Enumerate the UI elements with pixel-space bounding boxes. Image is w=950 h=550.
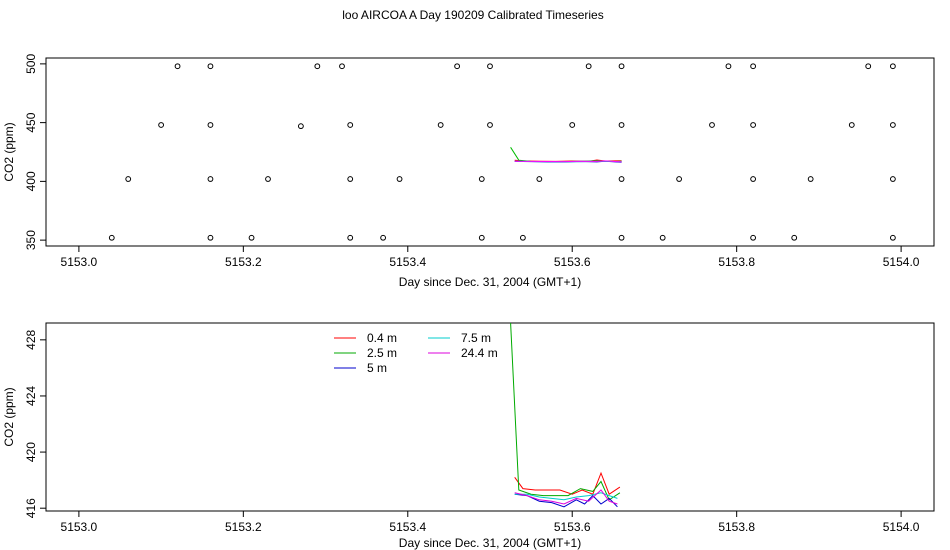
scatter-point bbox=[339, 63, 345, 70]
scatter-point bbox=[536, 176, 543, 182]
bottom-y-tick-label: 420 bbox=[24, 442, 38, 462]
scatter-point bbox=[396, 176, 403, 182]
scatter-point bbox=[889, 234, 896, 241]
scatter-point bbox=[585, 63, 592, 70]
scatter-point bbox=[569, 122, 576, 128]
top-series-line-1 bbox=[510, 147, 622, 163]
bottom-y-tick-label: 428 bbox=[24, 330, 38, 350]
scatter-point bbox=[750, 176, 757, 182]
scatter-point bbox=[454, 63, 461, 70]
scatter-point bbox=[618, 63, 625, 70]
scatter-point bbox=[709, 122, 715, 128]
bottom-series-line-3 bbox=[514, 492, 618, 501]
top-y-tick-label: 450 bbox=[24, 112, 38, 132]
bottom-series-line-2 bbox=[514, 493, 618, 508]
scatter-point bbox=[478, 176, 485, 182]
scatter-point bbox=[158, 122, 165, 128]
bottom-y-axis-label: CO2 (ppm) bbox=[2, 387, 16, 446]
scatter-point bbox=[865, 63, 872, 70]
scatter-point bbox=[750, 63, 757, 70]
top-x-tick-label: 5153.6 bbox=[554, 255, 591, 269]
bottom-series-line-1 bbox=[510, 322, 621, 501]
top-x-axis: 5153.0 5153.2 5153.4 5153.6 5153.8 5154.0 bbox=[61, 246, 920, 269]
bottom-series-line-0 bbox=[514, 471, 621, 495]
bottom-x-tick-label: 5153.0 bbox=[61, 520, 98, 534]
legend-label: 5 m bbox=[367, 361, 387, 375]
scatter-point bbox=[889, 122, 896, 128]
scatter-point bbox=[791, 234, 798, 241]
legend-label: 24.4 m bbox=[461, 346, 498, 360]
scatter-point bbox=[848, 122, 855, 128]
top-x-tick-label: 5154.0 bbox=[883, 255, 920, 269]
scatter-point bbox=[174, 63, 181, 70]
bottom-series-line-4 bbox=[514, 489, 618, 505]
bottom-x-axis: 5153.0 5153.2 5153.4 5153.6 5153.8 5154.0 bbox=[61, 511, 920, 534]
bottom-y-axis: 416 420 424 428 bbox=[24, 330, 46, 518]
scatter-point bbox=[347, 234, 354, 241]
scatter-point bbox=[207, 176, 214, 182]
bottom-x-tick-label: 5153.2 bbox=[225, 520, 262, 534]
legend: 0.4 m2.5 m5 m 7.5 m24.4 m bbox=[334, 331, 498, 375]
top-x-axis-label: Day since Dec. 31, 2004 (GMT+1) bbox=[399, 275, 581, 289]
bottom-y-tick-label: 416 bbox=[24, 498, 38, 518]
scatter-point bbox=[347, 122, 354, 128]
top-y-axis-label: CO2 (ppm) bbox=[2, 122, 16, 181]
scatter-point bbox=[437, 122, 444, 128]
scatter-point bbox=[314, 63, 321, 70]
top-series bbox=[510, 147, 622, 163]
legend-label: 0.4 m bbox=[367, 331, 397, 345]
scatter-point bbox=[347, 176, 354, 182]
scatter-point bbox=[750, 122, 757, 128]
legend-label: 2.5 m bbox=[367, 346, 397, 360]
scatter-point bbox=[519, 234, 526, 241]
bottom-x-tick-label: 5154.0 bbox=[883, 520, 920, 534]
bottom-y-tick-label: 424 bbox=[24, 386, 38, 406]
scatter-point bbox=[807, 176, 814, 182]
top-x-tick-label: 5153.4 bbox=[389, 255, 426, 269]
top-y-tick-label: 350 bbox=[24, 230, 38, 250]
figure-title: loo AIRCOA A Day 190209 Calibrated Times… bbox=[342, 8, 603, 22]
scatter-point bbox=[618, 122, 625, 128]
scatter-point bbox=[659, 234, 666, 241]
scatter-point bbox=[618, 176, 625, 182]
scatter-point bbox=[889, 176, 896, 182]
top-x-tick-label: 5153.8 bbox=[718, 255, 755, 269]
bottom-panel: 5153.0 5153.2 5153.4 5153.6 5153.8 5154.0 416… bbox=[2, 322, 935, 550]
scatter-point bbox=[889, 63, 896, 70]
scatter-point bbox=[618, 234, 625, 241]
scatter-point bbox=[108, 234, 115, 241]
scatter-point bbox=[676, 176, 683, 182]
scatter-point bbox=[265, 176, 271, 182]
scatter-point bbox=[750, 234, 757, 241]
top-series-line-4 bbox=[514, 160, 622, 163]
scatter-point bbox=[125, 176, 132, 182]
scatter-point bbox=[487, 122, 493, 128]
legend-label: 7.5 m bbox=[461, 331, 491, 345]
top-x-tick-label: 5153.0 bbox=[61, 255, 98, 269]
bottom-x-axis-label: Day since Dec. 31, 2004 (GMT+1) bbox=[399, 536, 581, 550]
top-y-axis: 350 400 450 500 bbox=[24, 54, 46, 250]
scatter-point bbox=[207, 234, 214, 241]
bottom-x-tick-label: 5153.8 bbox=[718, 520, 755, 534]
scatter-point bbox=[297, 123, 304, 130]
scatter-point bbox=[207, 63, 214, 70]
top-panel-frame bbox=[45, 57, 935, 247]
bottom-x-tick-label: 5153.6 bbox=[554, 520, 591, 534]
scatter-point bbox=[487, 63, 493, 70]
scatter-point bbox=[207, 122, 214, 128]
scatter-point bbox=[478, 234, 485, 241]
top-points bbox=[108, 63, 896, 241]
bottom-x-tick-label: 5153.4 bbox=[389, 520, 426, 534]
top-x-tick-label: 5153.2 bbox=[225, 255, 262, 269]
top-y-tick-label: 400 bbox=[24, 171, 38, 191]
scatter-point bbox=[248, 234, 255, 241]
top-y-tick-label: 500 bbox=[24, 54, 38, 74]
scatter-point bbox=[725, 63, 732, 70]
bottom-panel-frame bbox=[45, 322, 935, 512]
scatter-point bbox=[380, 234, 387, 241]
bottom-series bbox=[510, 322, 621, 508]
top-panel: 5153.0 5153.2 5153.4 5153.6 5153.8 5154.0 350… bbox=[2, 54, 935, 289]
